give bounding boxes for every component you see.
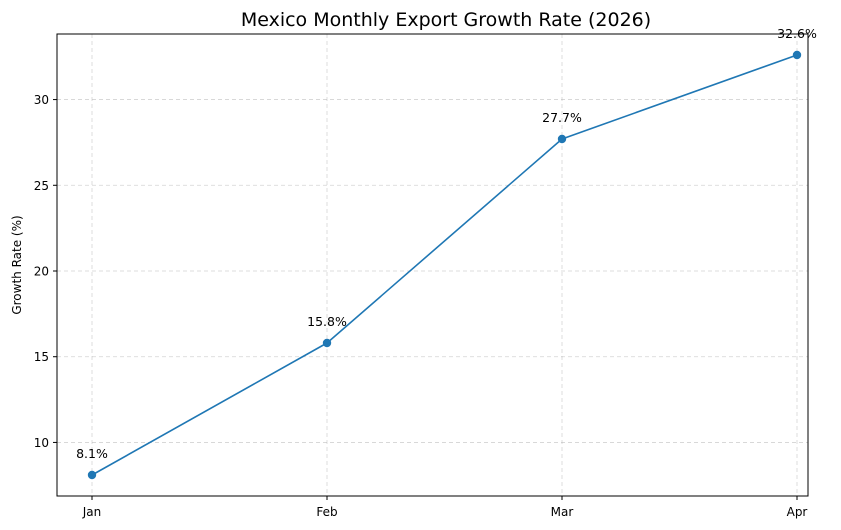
x-tick-label: Mar [551, 505, 574, 519]
y-tick-label: 20 [34, 265, 49, 279]
series-layer [87, 50, 802, 480]
data-labels-layer: 8.1%15.8%27.7%32.6% [76, 26, 817, 461]
data-label: 27.7% [542, 110, 582, 125]
x-tick-label: Apr [787, 505, 808, 519]
x-tick-label: Jan [82, 505, 102, 519]
chart-title: Mexico Monthly Export Growth Rate (2026) [241, 9, 651, 31]
y-tick-label: 30 [34, 93, 49, 107]
data-label: 8.1% [76, 446, 108, 461]
y-tick-label: 15 [34, 350, 49, 364]
x-tick-label: Feb [316, 505, 337, 519]
data-point [322, 338, 332, 348]
data-point [87, 470, 97, 480]
y-tick-label: 25 [34, 179, 49, 193]
grid-layer [57, 34, 808, 496]
ticks-layer: 10 15 20 25 30 Jan Feb Mar Apr [34, 93, 808, 519]
y-axis-label: Growth Rate (%) [10, 215, 24, 314]
data-label: 15.8% [307, 314, 347, 329]
plot-frame [56, 33, 809, 497]
series-line [91, 54, 798, 476]
data-point [557, 134, 567, 144]
y-tick-label: 10 [34, 436, 49, 450]
data-point [792, 50, 802, 60]
